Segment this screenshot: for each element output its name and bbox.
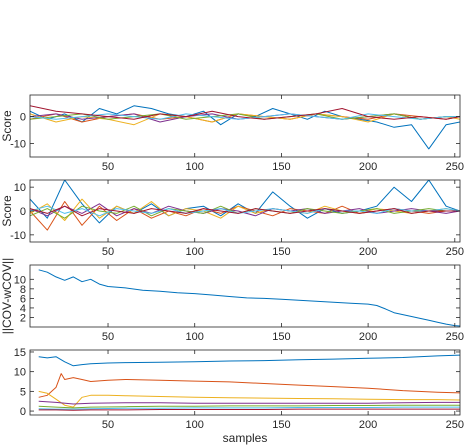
x-tick-label: 200: [359, 419, 377, 431]
x-tick-label: 250: [446, 331, 464, 343]
series-line-1: [38, 269, 460, 327]
x-tick-label: 200: [359, 161, 377, 173]
y-tick-label: 8: [20, 284, 26, 296]
series-line-3: [38, 390, 460, 408]
series-line-2: [38, 373, 460, 398]
y-tick-label: 4: [20, 303, 26, 315]
series-group: [30, 180, 460, 231]
series-line-7: [30, 205, 460, 217]
x-tick-label: 200: [359, 331, 377, 343]
x-tick-label: 250: [446, 246, 464, 258]
x-tick-label: 100: [186, 246, 204, 258]
y-tick-label: 6: [20, 293, 26, 305]
x-tick-label: 100: [186, 331, 204, 343]
y-tick-label: 15: [14, 347, 26, 359]
series-line-1: [38, 354, 460, 367]
x-tick-label: 50: [102, 246, 114, 258]
y-axis-label: Score: [0, 110, 14, 142]
subplot-4: 50 100 150 200 250 0 5 10 15 samples: [14, 347, 464, 445]
y-tick-label: 0: [20, 112, 26, 124]
axes-box: [29, 349, 461, 416]
x-tick-label: 150: [272, 419, 290, 431]
x-tick-label: 150: [272, 331, 290, 343]
series-line-7: [30, 105, 460, 120]
y-axis-label: Score: [0, 195, 14, 227]
series-line-1: [30, 180, 460, 224]
series-group: [38, 269, 460, 327]
series-group: [30, 105, 460, 150]
series-line-2: [30, 201, 460, 231]
y-tick-label: 0: [20, 406, 26, 418]
x-tick-label: 250: [446, 419, 464, 431]
x-axis-label: samples: [223, 431, 268, 445]
x-tick-label: 150: [272, 161, 290, 173]
series-line-4: [38, 400, 460, 405]
x-tick-label: 50: [102, 419, 114, 431]
series-line-3: [30, 198, 460, 221]
y-tick-label: -10: [10, 230, 26, 242]
y-tick-label: 10: [14, 274, 26, 286]
x-tick-label: 250: [446, 161, 464, 173]
y-tick-label: 5: [20, 386, 26, 398]
y-axis-label: ||COV-wCOV||: [0, 258, 14, 334]
axes-box: [29, 94, 461, 158]
x-tick-label: 50: [102, 331, 114, 343]
subplot-1: 50 100 150 200 250 -10 0 Score: [0, 94, 464, 173]
x-tick-label: 100: [186, 161, 204, 173]
y-tick-label: 2: [20, 312, 26, 324]
series-line-7: [38, 408, 460, 411]
x-tick-label: 50: [102, 161, 114, 173]
x-tick-label: 100: [186, 419, 204, 431]
y-tick-label: -10: [10, 139, 26, 151]
x-tick-label: 200: [359, 246, 377, 258]
series-line-5: [38, 404, 460, 409]
series-line-5: [30, 113, 460, 120]
y-tick-label: 0: [20, 206, 26, 218]
series-line-4: [30, 203, 460, 217]
series-group: [38, 354, 460, 411]
axes-box: [29, 264, 461, 328]
y-tick-label: 10: [14, 367, 26, 379]
x-tick-label: 150: [272, 246, 290, 258]
series-line-1: [30, 105, 460, 150]
y-tick-label: 10: [14, 182, 26, 194]
series-line-6: [38, 406, 460, 410]
